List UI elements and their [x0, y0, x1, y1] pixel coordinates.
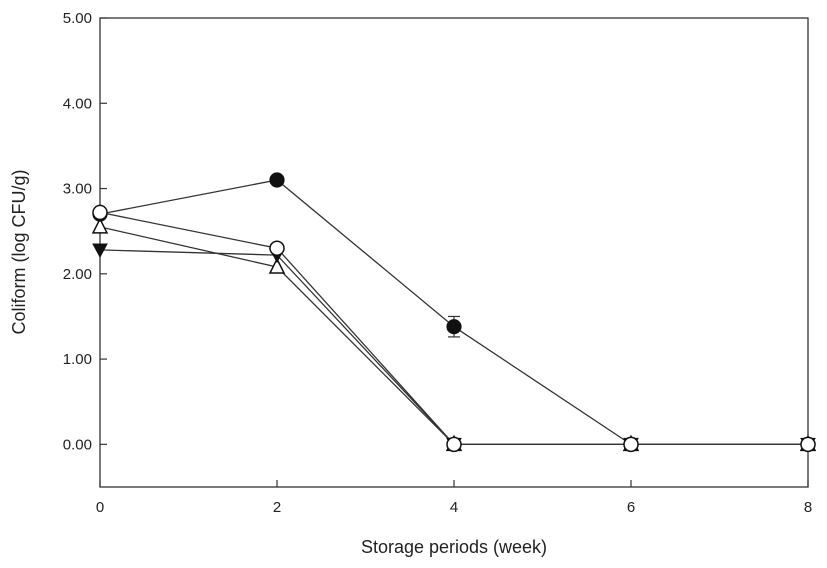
x-axis: 0 2 4 6 8	[96, 480, 812, 516]
y-axis-title: Coliform (log CFU/g)	[9, 169, 29, 334]
y-tick-label: 0.00	[63, 436, 92, 453]
x-tick-label: 6	[627, 499, 635, 516]
series-layer	[91, 172, 817, 453]
data-point-2	[92, 204, 108, 221]
x-tick-label: 8	[804, 499, 812, 516]
y-tick-label: 1.00	[63, 351, 92, 368]
data-point-2	[800, 436, 816, 453]
x-tick-label: 4	[450, 499, 458, 516]
x-tick-label: 2	[273, 499, 281, 516]
y-tick-label: 2.00	[63, 266, 92, 283]
y-tick-label: 3.00	[63, 181, 92, 198]
data-point-2	[446, 436, 462, 453]
data-point-4	[268, 257, 286, 274]
data-point-1	[269, 172, 285, 188]
y-tick-label: 4.00	[63, 95, 92, 112]
data-point-2	[623, 436, 639, 453]
series-line-1	[99, 179, 808, 446]
series-line-3	[99, 249, 808, 446]
data-point-1	[446, 319, 462, 335]
y-tick-label: 5.00	[63, 10, 92, 27]
x-tick-label: 0	[96, 499, 104, 516]
y-axis: 0.00 1.00 2.00 3.00 4.00 5.00	[63, 10, 107, 453]
data-point-4	[91, 217, 109, 234]
data-point-2	[269, 240, 285, 256]
x-axis-title: Storage periods (week)	[361, 537, 547, 557]
data-point-3	[92, 243, 108, 258]
